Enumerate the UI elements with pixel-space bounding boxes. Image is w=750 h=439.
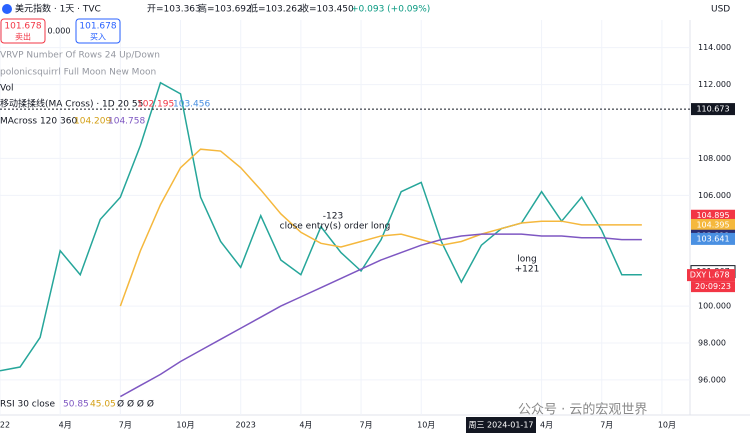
buy-label: 买入 — [90, 33, 106, 42]
x-tick-label: 10月 — [417, 421, 435, 430]
crosshair-date: 周三 2024-01-17 — [468, 421, 533, 430]
indicator-value: 103.456 — [173, 100, 210, 110]
rsi-value: 50.85 — [63, 400, 89, 410]
series-line — [119, 148, 642, 307]
price-label-box — [691, 218, 735, 231]
y-tick-label: 112.000 — [698, 80, 731, 89]
symbol-icon — [2, 4, 12, 14]
symbol[interactable]: 美元指数 · 1天 · TVC — [15, 3, 101, 15]
rsi-label[interactable]: RSI 30 close — [0, 400, 55, 410]
sell-button[interactable] — [0, 18, 46, 44]
series-line — [0, 81, 642, 372]
annotation: long — [517, 255, 536, 265]
high: 高=103.692 — [198, 3, 252, 15]
y-tick-label: 98.000 — [698, 339, 726, 348]
indicator-value: 104.758 — [108, 117, 145, 127]
rsi-value: 45.05 — [90, 400, 116, 410]
crosshair-date-box — [466, 417, 536, 433]
price-label: 110.673 — [696, 105, 729, 114]
y-tick-label: 108.000 — [698, 154, 731, 163]
indicator[interactable]: Vol — [0, 84, 13, 94]
price-label: 104.895 — [696, 211, 729, 220]
series-line — [119, 233, 642, 398]
y-tick-label: 114.000 — [698, 43, 731, 52]
change: +0.093 (+0.09%) — [351, 5, 430, 15]
symbol-tag-box — [687, 269, 709, 282]
annotation: close entry(s) order long — [280, 222, 391, 232]
rsi-rest: Ø Ø Ø Ø — [117, 399, 154, 410]
countdown: 20:09:23 — [695, 282, 731, 291]
indicator[interactable]: polonicsquirrl Full Moon New Moon — [0, 68, 156, 78]
x-tick-label: 7月 — [600, 421, 613, 430]
y-tick-label: 100.000 — [698, 302, 731, 311]
low: 低=103.262 — [249, 3, 303, 15]
spread: 0.000 — [48, 27, 71, 36]
y-tick-label: 106.000 — [698, 191, 731, 200]
open: 开=103.363 — [147, 4, 201, 15]
price-label: 104.395 — [696, 220, 729, 229]
indicator-value: 104.209 — [74, 117, 111, 127]
symbol-tag: DXY — [690, 271, 707, 280]
x-tick-label: 4月 — [540, 421, 553, 430]
x-tick-label: 4月 — [59, 421, 72, 430]
x-tick-label: 10月 — [658, 421, 676, 430]
x-tick-label: 2023 — [236, 421, 256, 430]
x-tick-label: 22 — [0, 421, 10, 430]
annotation: -123 — [323, 212, 343, 222]
watermark: 公众号 · 云的宏观世界 — [518, 402, 647, 418]
sell-price: 101.678 — [4, 22, 41, 32]
price-label: 103.641 — [696, 234, 729, 243]
indicator-value: 102.195 — [137, 100, 174, 110]
price-label-box — [691, 103, 735, 116]
x-tick-label: 4月 — [299, 421, 312, 430]
annotation: +121 — [515, 265, 540, 275]
price-label-box — [691, 232, 735, 245]
buy-button[interactable] — [75, 18, 121, 44]
x-tick-label: 10月 — [176, 421, 194, 430]
x-tick-label: 7月 — [359, 421, 372, 430]
indicator[interactable]: 移动揉揉线(MA Cross) · 1D 20 55 — [0, 98, 143, 110]
close: 收=103.450 — [300, 3, 354, 15]
x-tick-label: 7月 — [119, 421, 132, 430]
buy-price: 101.678 — [79, 22, 116, 32]
sell-label: 卖出 — [15, 32, 31, 42]
price-label-box — [691, 209, 735, 222]
indicator[interactable]: VRVP Number Of Rows 24 Up/Down — [0, 51, 160, 61]
y-tick-label: 96.000 — [698, 375, 726, 384]
price-label: 101.678 — [696, 271, 729, 280]
indicator[interactable]: MAcross 120 360 — [0, 117, 77, 127]
currency[interactable]: USD — [711, 5, 730, 15]
countdown-box — [691, 281, 735, 293]
